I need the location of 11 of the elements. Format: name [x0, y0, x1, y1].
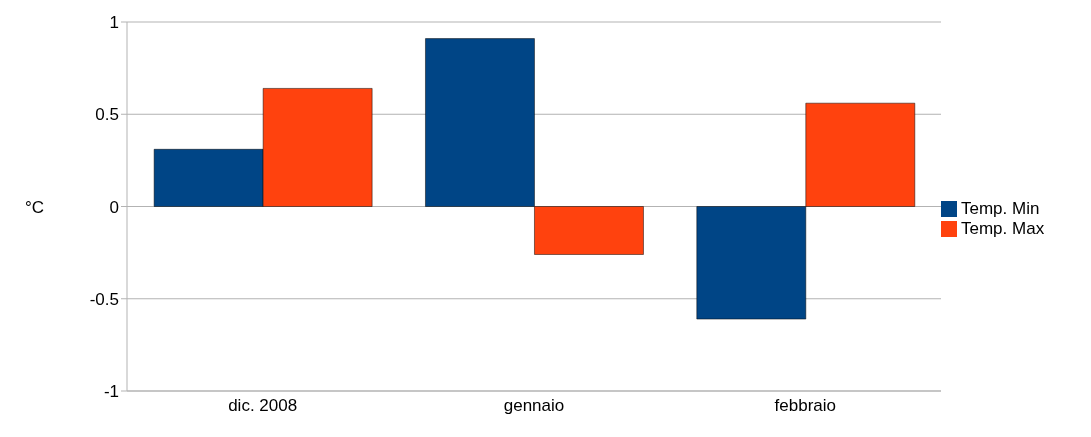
y-tick-label: 0.5	[95, 105, 119, 125]
legend-label: Temp. Max	[961, 218, 1045, 238]
y-tick-label: 1	[109, 13, 119, 33]
y-axis-title: °C	[25, 197, 45, 217]
y-tick-label: -1	[103, 382, 119, 402]
y-tick-label: 0	[109, 197, 119, 217]
x-tick-label: febbraio	[774, 396, 837, 416]
y-tick-label: -0.5	[89, 289, 119, 309]
legend-label: Temp. Min	[961, 198, 1040, 218]
x-tick-label: dic. 2008	[228, 396, 298, 416]
x-tick-label: gennaio	[503, 396, 565, 416]
